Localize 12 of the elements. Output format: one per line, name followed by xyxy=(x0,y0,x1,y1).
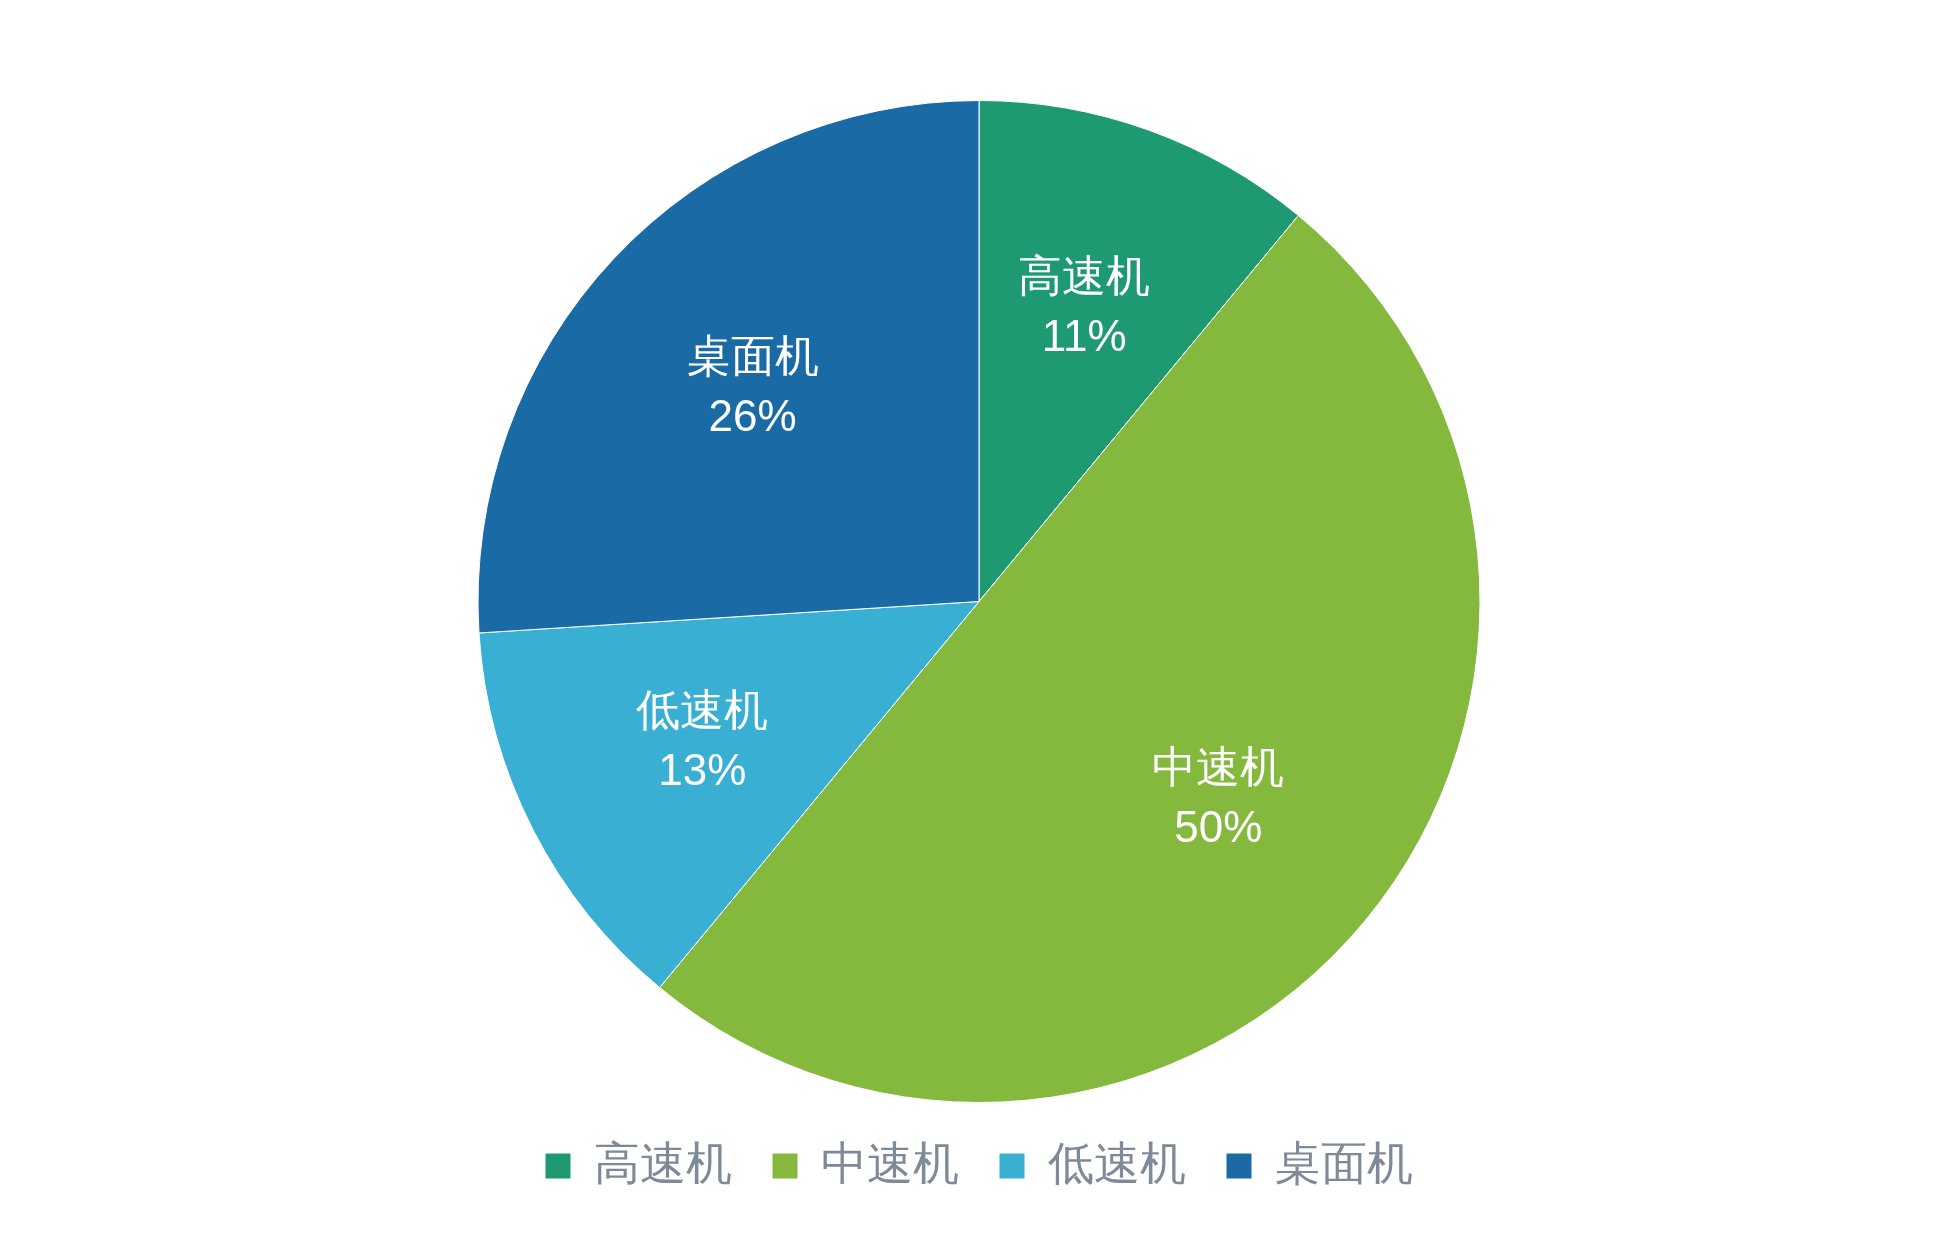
legend-label: 桌面机 xyxy=(1275,1136,1413,1189)
legend-label: 低速机 xyxy=(1048,1136,1186,1189)
slice-label: 低速机 xyxy=(636,684,769,734)
data-label: 26% xyxy=(708,391,797,441)
data-label: 50% xyxy=(1174,801,1263,851)
slice-label: 中速机 xyxy=(1152,741,1285,791)
slice-label: 桌面机 xyxy=(686,331,819,381)
legend-label: 高速机 xyxy=(594,1136,732,1189)
data-label: 11% xyxy=(1041,311,1127,361)
data-label: 13% xyxy=(658,744,747,794)
legend-label: 中速机 xyxy=(821,1136,959,1189)
slice-label: 高速机 xyxy=(1018,251,1151,301)
